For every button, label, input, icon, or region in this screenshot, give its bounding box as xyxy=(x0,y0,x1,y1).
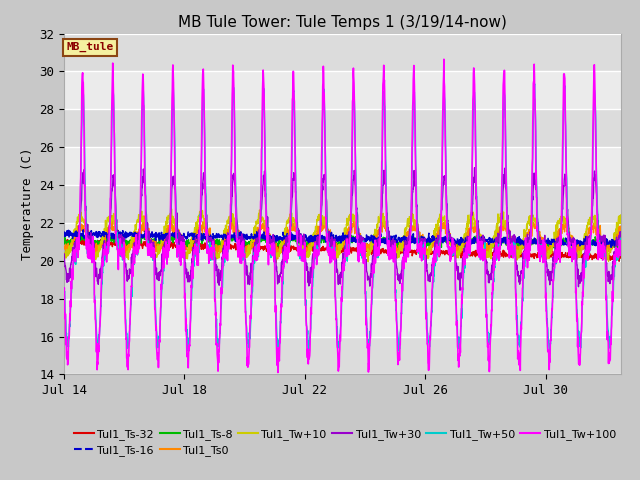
Bar xyxy=(64,261,621,299)
Legend: Tul1_Ts-32, Tul1_Ts-16, Tul1_Ts-8, Tul1_Ts0, Tul1_Tw+10, Tul1_Tw+30, Tul1_Tw+50,: Tul1_Ts-32, Tul1_Ts-16, Tul1_Ts-8, Tul1_… xyxy=(70,424,620,460)
Bar xyxy=(64,185,621,223)
Title: MB Tule Tower: Tule Temps 1 (3/19/14-now): MB Tule Tower: Tule Temps 1 (3/19/14-now… xyxy=(178,15,507,30)
Bar xyxy=(64,299,621,336)
Bar xyxy=(64,72,621,109)
Text: MB_tule: MB_tule xyxy=(67,42,114,52)
Bar xyxy=(64,223,621,261)
Bar xyxy=(64,34,621,72)
Y-axis label: Temperature (C): Temperature (C) xyxy=(20,148,34,260)
Bar xyxy=(64,336,621,374)
Bar xyxy=(64,147,621,185)
Bar xyxy=(64,109,621,147)
